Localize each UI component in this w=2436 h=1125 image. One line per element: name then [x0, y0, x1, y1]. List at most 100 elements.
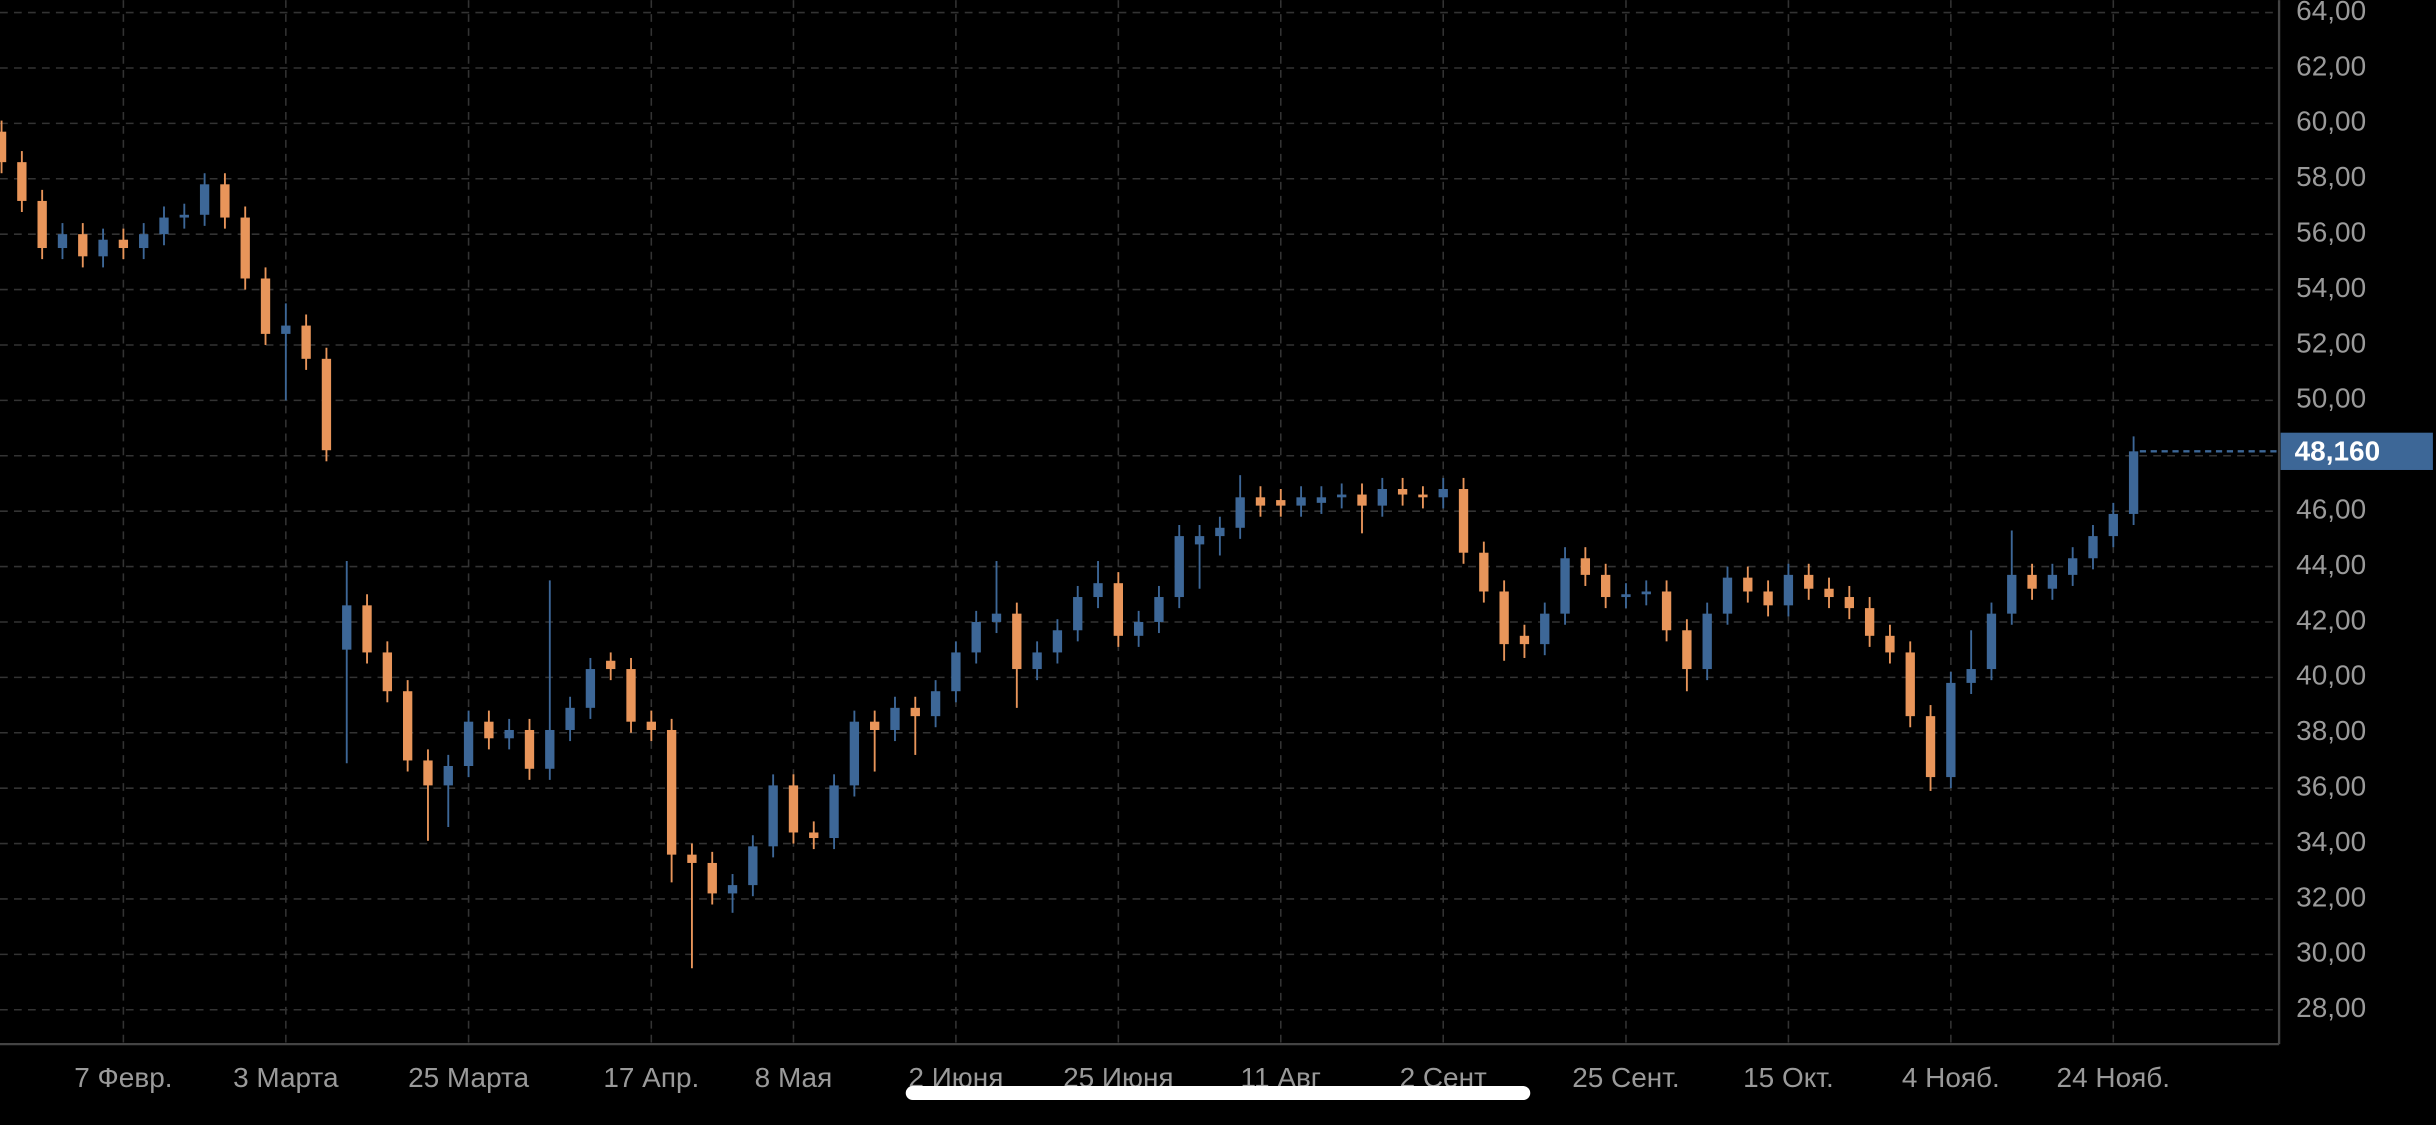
candle-body — [1661, 591, 1672, 631]
candle-body — [1357, 494, 1367, 506]
candle-body — [2007, 574, 2017, 614]
candle-body — [1438, 489, 1448, 498]
grid-layer — [0, 0, 2280, 1045]
y-tick-label: 58,00 — [2296, 161, 2366, 192]
candle-body — [666, 729, 677, 855]
candle-body — [1052, 630, 1063, 653]
candle-body — [2108, 513, 2118, 537]
candle-body — [179, 214, 189, 218]
y-tick-label: 36,00 — [2296, 771, 2366, 802]
y-tick-label: 62,00 — [2296, 50, 2366, 81]
candle-body — [443, 766, 453, 786]
candle-body — [1194, 536, 1205, 545]
candle-body — [626, 669, 636, 722]
candle-body — [382, 652, 393, 692]
candle-body — [606, 660, 616, 670]
x-tick-label: 4 Нояб. — [1902, 1062, 2000, 1093]
x-tick-label: 17 Апр. — [603, 1062, 699, 1093]
y-tick-label: 54,00 — [2296, 272, 2366, 303]
candle-body — [98, 239, 108, 257]
candle-body — [0, 131, 7, 163]
candle-body — [1783, 574, 1794, 606]
y-tick-label: 60,00 — [2296, 106, 2366, 137]
candle-body — [809, 832, 819, 839]
candle-body — [1946, 682, 1956, 778]
candle-body — [1255, 497, 1266, 506]
candle-body — [220, 184, 230, 218]
candle-body — [1682, 630, 1692, 670]
candle-body — [1032, 652, 1042, 670]
candle-body — [565, 707, 575, 730]
candle-body — [1885, 635, 1895, 653]
candle-body — [402, 691, 413, 761]
candle-body — [1418, 494, 1428, 498]
candle-body — [1804, 574, 1814, 589]
candle-body — [1641, 591, 1651, 595]
candle-body — [870, 721, 880, 730]
y-tick-label: 42,00 — [2296, 604, 2366, 635]
y-tick-label: 32,00 — [2296, 881, 2366, 912]
x-tick-label: 24 Нояб. — [2057, 1062, 2171, 1093]
candle-body — [1702, 613, 1712, 670]
y-tick-label: 50,00 — [2296, 383, 2366, 414]
candle-body — [423, 760, 433, 786]
candle-body — [1499, 591, 1509, 645]
candle-body — [1722, 577, 1733, 614]
candle-body — [1012, 613, 1022, 670]
candle-body — [748, 846, 758, 886]
y-tick-label: 38,00 — [2296, 715, 2366, 746]
home-indicator — [905, 1086, 1531, 1101]
candle-body — [1925, 716, 1936, 778]
x-tick-label: 7 Февр. — [74, 1062, 172, 1093]
x-tick-label: 25 Марта — [408, 1062, 529, 1093]
last-price-label: 48,160 — [2295, 435, 2381, 466]
candle-body — [1235, 497, 1245, 528]
candle-body — [788, 785, 799, 833]
candle-body — [2088, 536, 2098, 559]
candle-body — [1174, 536, 1184, 598]
candle-body — [849, 721, 860, 786]
candle-body — [1905, 652, 1915, 717]
y-tick-label: 56,00 — [2296, 217, 2366, 248]
candle-body — [1397, 489, 1408, 495]
candle-body — [1763, 591, 1773, 606]
candle-body — [504, 729, 514, 739]
x-tick-label: 25 Сент. — [1572, 1062, 1680, 1093]
candle-body — [57, 234, 68, 249]
candle-body — [1844, 597, 1854, 609]
candle-body — [260, 278, 271, 334]
y-tick-label: 30,00 — [2296, 937, 2366, 968]
candle-body — [545, 729, 555, 769]
candle-body — [829, 785, 839, 839]
last-price-badge — [2280, 432, 2433, 470]
candle-body — [484, 721, 494, 739]
candle-body — [281, 325, 291, 334]
candle-body — [1601, 574, 1611, 598]
candle-body — [159, 217, 169, 235]
candle-body — [1133, 621, 1144, 636]
y-tick-label: 34,00 — [2296, 826, 2366, 857]
candle-body — [321, 358, 332, 451]
candle-body — [1316, 497, 1327, 503]
label-layer: 28,00 30,00 32,00 34,00 36,00 38,00 40,00 42,00… — [74, 0, 2433, 1093]
candle-body — [910, 707, 920, 717]
candle-body — [1458, 489, 1469, 553]
candle-body — [1154, 597, 1164, 622]
candle-body — [1560, 558, 1570, 614]
candle-body — [951, 652, 961, 692]
candle-body — [971, 621, 981, 653]
candle-body — [1966, 669, 1976, 683]
x-tick-label: 8 Мая — [755, 1062, 833, 1093]
y-tick-label: 28,00 — [2296, 992, 2366, 1023]
candle-body — [2128, 451, 2139, 514]
candle-layer — [0, 120, 2280, 969]
candle-body — [727, 885, 738, 894]
candle-body — [524, 729, 535, 769]
candle-body — [991, 613, 1002, 622]
candle-body — [1864, 608, 1875, 636]
candle-body — [1276, 500, 1286, 506]
candle-body — [1986, 613, 1997, 670]
candle-body — [768, 785, 778, 847]
